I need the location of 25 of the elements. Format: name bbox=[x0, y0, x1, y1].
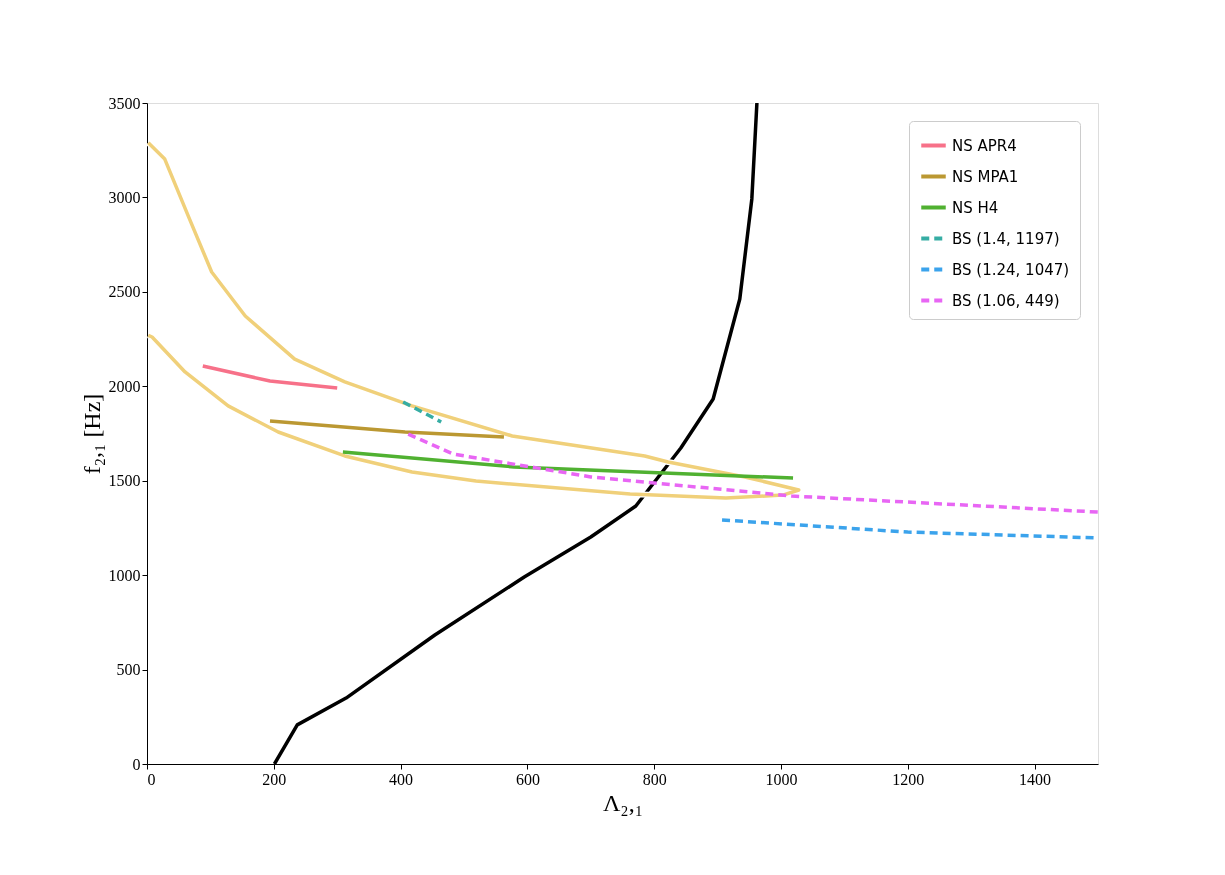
legend-label: BS (1.24, 1047) bbox=[952, 260, 1070, 279]
x-axis-title: Λ₂,₁ bbox=[602, 789, 644, 816]
x-tick-label: 600 bbox=[515, 770, 540, 788]
y-tick-label: 1500 bbox=[108, 472, 141, 490]
y-tick-label: 1000 bbox=[108, 566, 141, 584]
y-tick-label: 2500 bbox=[108, 283, 141, 301]
y-tick-label: 500 bbox=[116, 661, 141, 679]
legend-label: NS H4 bbox=[952, 198, 999, 217]
x-tick-label: 0 bbox=[147, 770, 156, 788]
line-series bbox=[406, 432, 1098, 514]
x-tick-label: 400 bbox=[389, 770, 414, 788]
x-tick-label: 200 bbox=[262, 770, 287, 788]
x-tick-label: 1200 bbox=[892, 770, 925, 788]
y-tick-label: 0 bbox=[132, 755, 141, 773]
legend-label: BS (1.4, 1197) bbox=[952, 229, 1060, 248]
y-tick-label: 2000 bbox=[108, 377, 141, 395]
y-axis-title: f₂,₁ [Hz] bbox=[78, 393, 105, 475]
legend-label: NS APR4 bbox=[952, 136, 1017, 155]
legend-label: NS MPA1 bbox=[952, 167, 1019, 186]
x-tick-label: 1400 bbox=[1019, 770, 1052, 788]
legend-label: BS (1.06, 449) bbox=[952, 291, 1060, 310]
y-tick-label: 3000 bbox=[108, 188, 141, 206]
x-tick-label: 1000 bbox=[765, 770, 798, 788]
y-tick-label: 3500 bbox=[108, 94, 141, 112]
x-tick-label: 800 bbox=[642, 770, 667, 788]
